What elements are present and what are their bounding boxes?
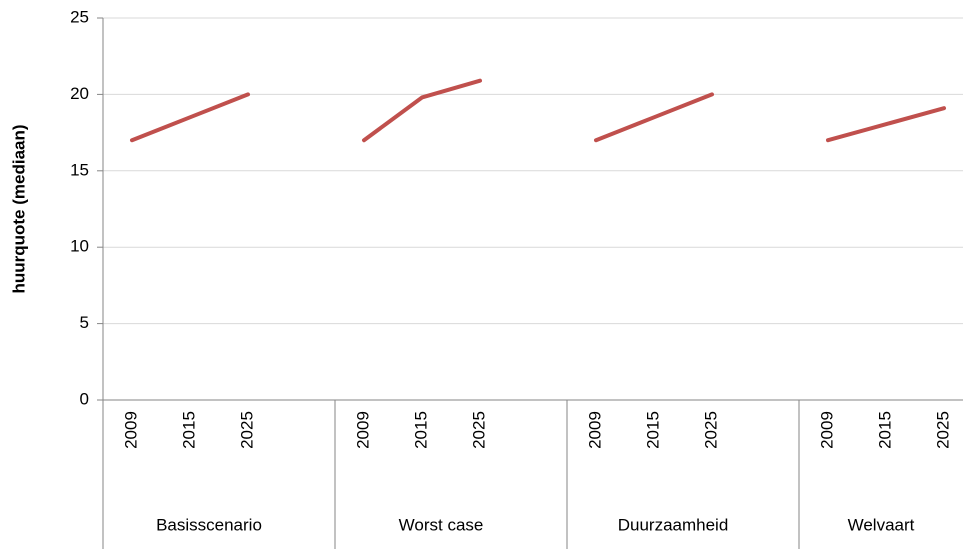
x-tick-label: 2025 (701, 411, 720, 449)
group-label: Duurzaamheid (618, 515, 729, 534)
x-tick-label: 2025 (469, 411, 488, 449)
x-tick-label: 2009 (121, 411, 140, 449)
x-tick-label: 2009 (817, 411, 836, 449)
x-tick-label: 2015 (179, 411, 198, 449)
x-tick-label: 2015 (411, 411, 430, 449)
y-tick-label: 0 (80, 389, 89, 408)
x-tick-label: 2009 (353, 411, 372, 449)
y-tick-label: 20 (70, 84, 89, 103)
group-label: Welvaart (848, 515, 915, 534)
y-tick-label: 25 (70, 7, 89, 26)
line (826, 106, 946, 143)
group-label: Basisscenario (156, 515, 262, 534)
line (362, 78, 482, 143)
line (130, 92, 250, 143)
x-tick-label: 2015 (875, 411, 894, 449)
x-tick-label: 2025 (933, 411, 952, 449)
x-tick-label: 2025 (237, 411, 256, 449)
x-tick-label: 2009 (585, 411, 604, 449)
group-label: Worst case (399, 515, 484, 534)
y-axis-label: huurquote (mediaan) (9, 124, 28, 293)
y-tick-label: 15 (70, 160, 89, 179)
x-tick-label: 2015 (643, 411, 662, 449)
y-tick-label: 5 (80, 313, 89, 332)
y-tick-label: 10 (70, 237, 89, 256)
line (594, 92, 714, 143)
